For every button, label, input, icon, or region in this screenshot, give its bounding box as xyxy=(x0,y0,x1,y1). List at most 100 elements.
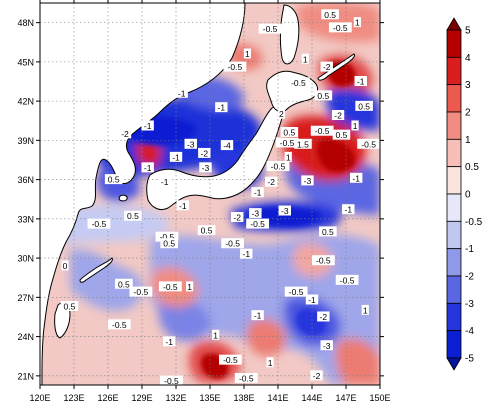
contour-label: -0.5 xyxy=(357,138,380,149)
contour-label-bg xyxy=(335,274,359,285)
contour-label-bg xyxy=(321,9,339,20)
contour-label-text: -1 xyxy=(144,163,152,173)
lon-tick-label: 138E xyxy=(233,393,254,403)
contour-label-text: -0.5 xyxy=(223,355,238,365)
contour-label-text: -0.5 xyxy=(361,139,376,149)
contour-label-bg xyxy=(311,255,335,266)
contour-label: 1 xyxy=(301,53,309,64)
contour-label-bg xyxy=(231,212,244,223)
contour-label: 0.5 xyxy=(319,226,337,237)
contour-label-text: -0.5 xyxy=(239,373,254,383)
contour-label-bg xyxy=(163,336,176,347)
contour-label-text: 1 xyxy=(355,18,360,28)
contour-label-text: -1 xyxy=(344,205,352,215)
contour-label-text: -3 xyxy=(304,176,312,186)
contour-label: -0.5 xyxy=(266,161,290,172)
colorbar-bin xyxy=(446,56,462,86)
contour-label: -1 xyxy=(342,204,355,215)
contour-label: -0.5 xyxy=(223,61,247,72)
contour-label-text: 0.5 xyxy=(322,227,334,237)
contour-label-bg xyxy=(176,200,189,211)
contour-label-bg xyxy=(266,161,290,172)
contour-label-bg xyxy=(287,77,310,88)
contour-label: -2 xyxy=(310,370,323,381)
contour-label: -0.5 xyxy=(275,137,299,148)
contour-label-bg xyxy=(198,147,211,158)
contour-label-bg xyxy=(310,370,323,381)
contour-label: 1 xyxy=(284,151,292,162)
contour-label-text: -2 xyxy=(201,148,209,158)
contour-label: -4 xyxy=(220,140,234,151)
contour-label-text: -3 xyxy=(202,163,210,173)
anomaly-core-pos xyxy=(317,139,356,172)
contour-label-bg xyxy=(220,140,234,151)
contour-label-bg xyxy=(251,187,264,198)
contour-label-text: -2 xyxy=(320,312,328,322)
lat-tick-label: 42N xyxy=(17,97,34,107)
contour-label-text: -0.5 xyxy=(163,282,178,292)
contour-label-bg xyxy=(280,127,299,138)
contour-label-text: 1 xyxy=(187,282,192,292)
contour-label: -1 xyxy=(158,176,171,187)
lon-tick-label: 144E xyxy=(301,393,322,403)
contour-label: -0.5 xyxy=(258,23,282,34)
anomaly-region-pos xyxy=(246,319,286,357)
contour-label-bg xyxy=(160,238,178,249)
colorbar-label: -2 xyxy=(465,272,474,283)
contour-label: -0.5 xyxy=(160,375,183,385)
contour-label-bg xyxy=(351,120,359,131)
contour-label-text: -0.5 xyxy=(92,219,107,229)
contour-label: -3 xyxy=(249,208,262,219)
contour-label-bg xyxy=(197,225,216,236)
contour-label-bg xyxy=(342,204,355,215)
colorbar-bin xyxy=(446,111,462,140)
contour-label-text: -2 xyxy=(121,129,129,139)
colorbar-label: -5 xyxy=(465,354,474,365)
contour-label: -0.5 xyxy=(219,354,242,365)
contour-label: -2 xyxy=(320,61,333,72)
contour-label-bg xyxy=(219,354,242,365)
lat-tick-label: 27N xyxy=(17,293,34,303)
lon-tick-label: 147E xyxy=(335,393,356,403)
contour-label-bg xyxy=(354,75,367,86)
lat-tick-label: 33N xyxy=(17,214,34,224)
contour-label: -1 xyxy=(215,102,228,113)
contour-label-text: -0.5 xyxy=(225,239,240,249)
contour-label-bg xyxy=(284,286,308,297)
contour-label-bg xyxy=(317,311,330,322)
contour-label-text: -2 xyxy=(233,213,241,223)
contour-label-text: -0.5 xyxy=(263,24,278,34)
contour-label-bg xyxy=(243,48,251,59)
contour-label-bg xyxy=(129,286,153,297)
contour-label-bg xyxy=(314,90,333,101)
lon-tick-label: 141E xyxy=(267,393,288,403)
contour-label-bg xyxy=(357,138,380,149)
contour-label-text: -0.5 xyxy=(333,23,348,33)
colorbar-bin xyxy=(446,138,462,168)
colorbar-label: 5 xyxy=(465,26,471,37)
contour-label: 0.5 xyxy=(60,301,79,312)
contour-label-text: 0.5 xyxy=(64,302,76,312)
contour-label-text: 1 xyxy=(213,330,218,340)
contour-label: 1 xyxy=(351,120,359,131)
contour-label: -0.5 xyxy=(234,372,258,383)
contour-label: -3 xyxy=(184,138,197,149)
contour-label: 0.5 xyxy=(355,100,373,111)
lat-tick-label: 30N xyxy=(17,254,34,264)
contour-label-text: -0.5 xyxy=(271,162,286,172)
contour-label: 0.5 xyxy=(332,129,351,140)
japan-honshu xyxy=(146,106,283,211)
contour-label: 1 xyxy=(361,304,369,315)
lat-tick-label: 21N xyxy=(17,371,34,381)
contour-label-text: -1 xyxy=(179,201,187,211)
colorbar-bin xyxy=(446,29,462,58)
contour-label-text: -2 xyxy=(334,111,342,121)
lat-tick-label: 24N xyxy=(17,332,34,342)
colorbar-bin xyxy=(446,220,462,250)
contour-label-text: -3 xyxy=(281,206,289,216)
contour-label: -0.5 xyxy=(310,125,334,136)
contour-label: -0.5 xyxy=(87,218,111,229)
contour-label-bg xyxy=(107,319,131,330)
contour-label-bg xyxy=(212,329,220,340)
